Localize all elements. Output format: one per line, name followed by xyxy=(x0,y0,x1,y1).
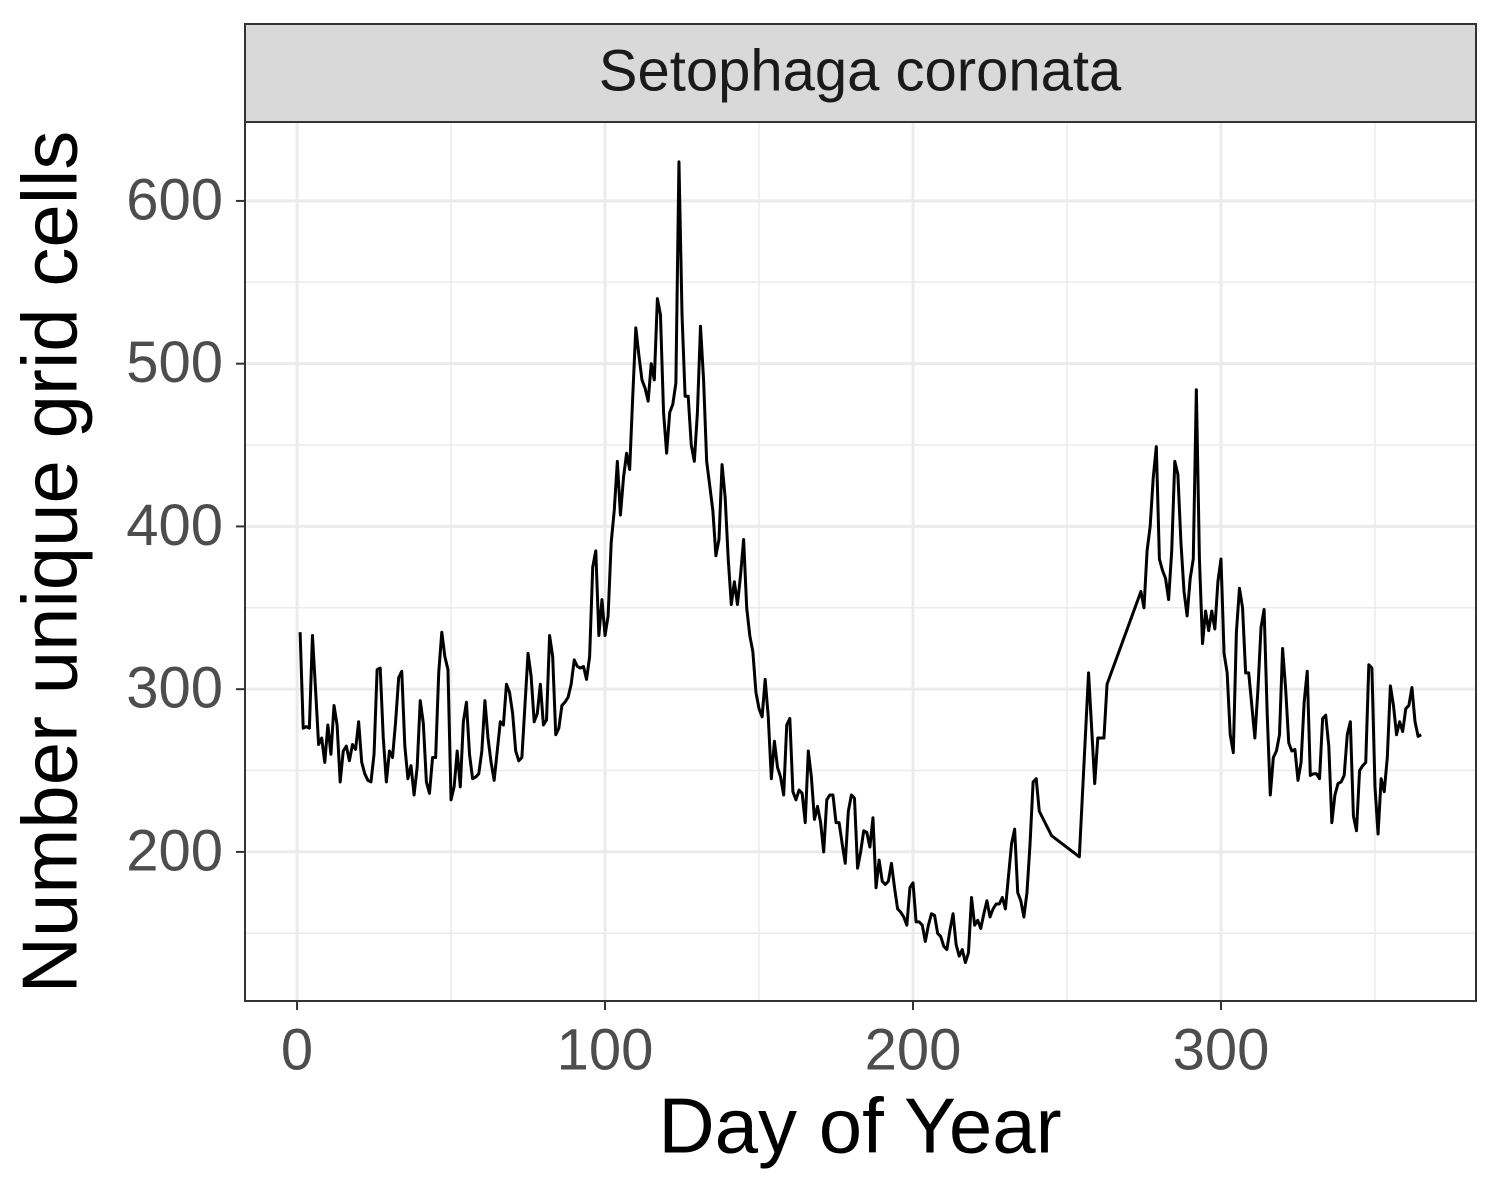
facet-strip xyxy=(244,23,1477,123)
y-axis-title: Number unique grid cells xyxy=(6,131,94,994)
y-tick-label: 400 xyxy=(126,493,223,558)
x-tick-label: 200 xyxy=(865,1017,962,1082)
x-axis-title: Day of Year xyxy=(658,1082,1061,1170)
y-tick-label: 200 xyxy=(126,818,223,883)
panel-border xyxy=(244,121,1477,1002)
facet-label: Setophaga coronata xyxy=(599,38,1122,103)
y-tick-label: 500 xyxy=(126,330,223,395)
x-tick-label: 300 xyxy=(1173,1017,1270,1082)
y-tick-label: 600 xyxy=(126,167,223,232)
x-tick-label: 0 xyxy=(281,1017,313,1082)
plot-area xyxy=(298,160,1422,965)
data-line xyxy=(298,160,1422,965)
y-tick-label: 300 xyxy=(126,656,223,721)
x-tick-label: 100 xyxy=(557,1017,654,1082)
grid xyxy=(245,122,1476,1001)
